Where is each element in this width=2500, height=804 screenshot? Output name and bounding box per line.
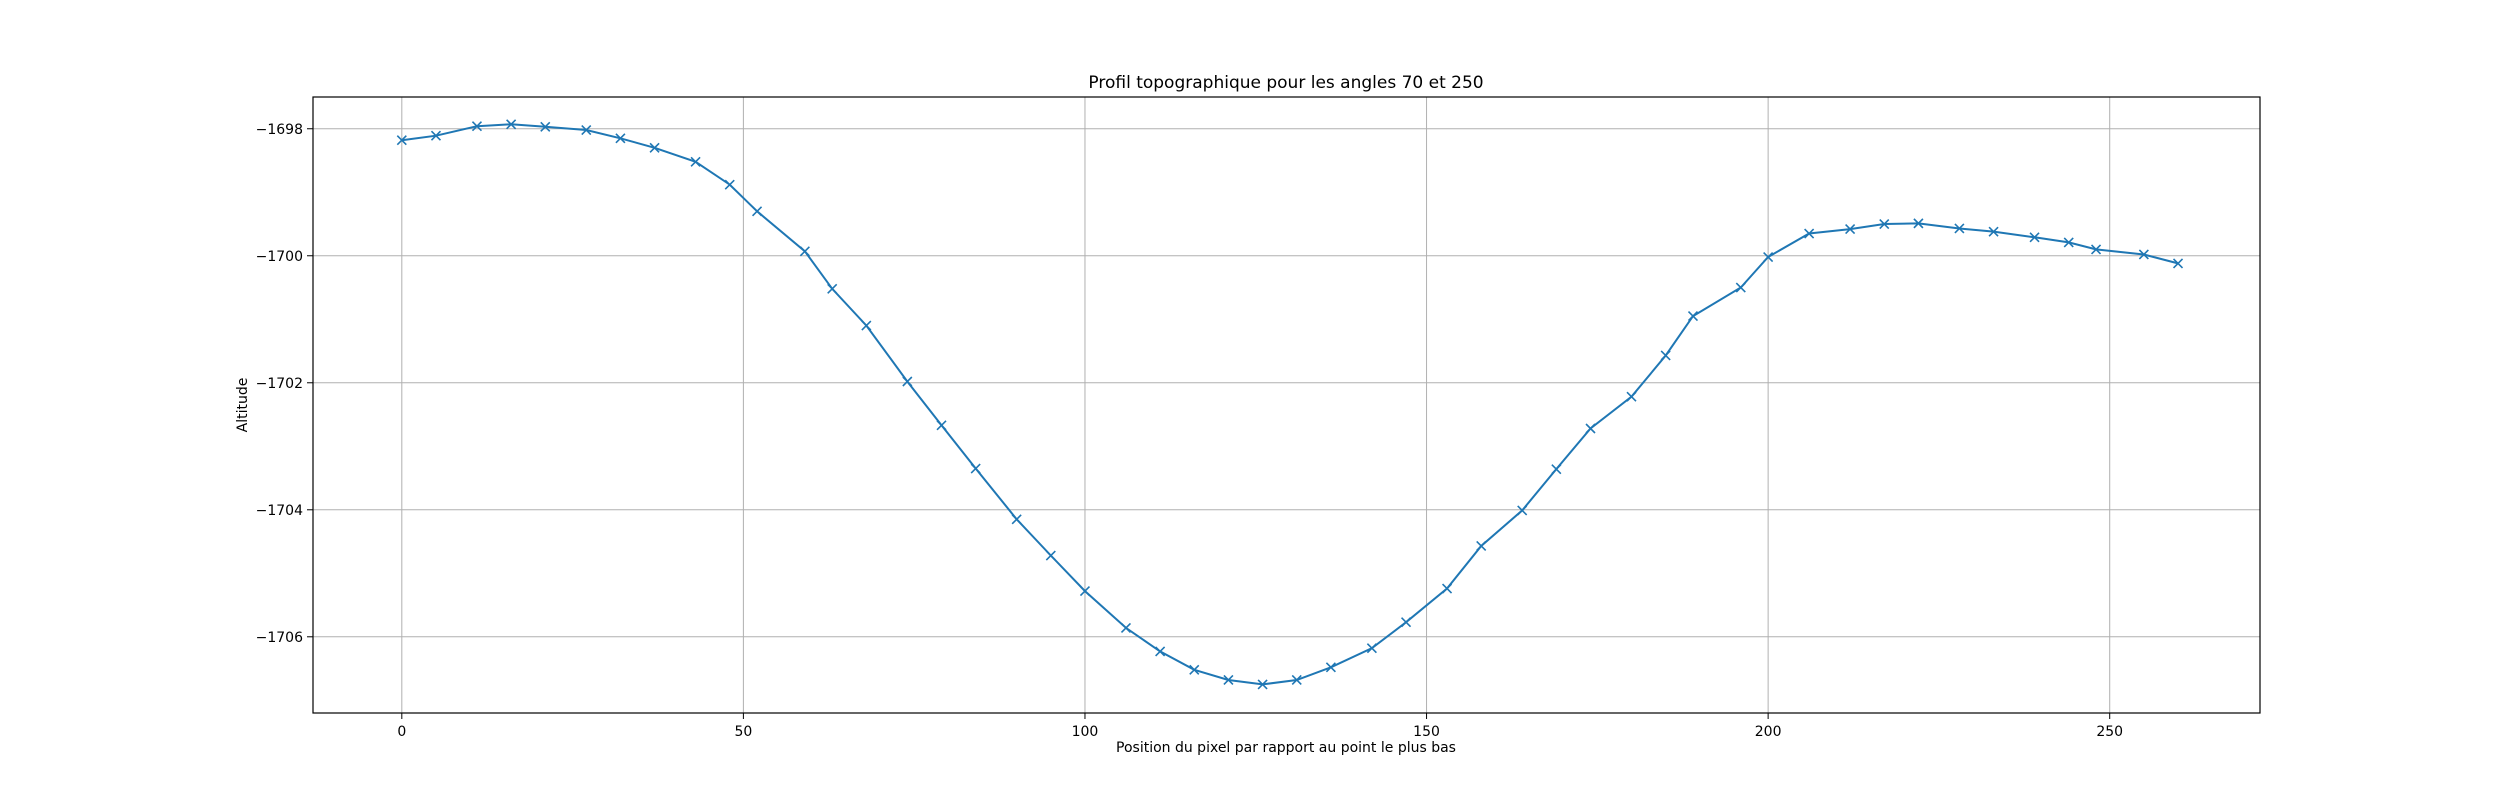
- x-tick-label: 250: [2096, 724, 2123, 740]
- data-point-marker: [430, 130, 442, 141]
- x-tick-label: 100: [1072, 724, 1099, 740]
- data-point-marker: [540, 121, 551, 132]
- data-point-marker: [1626, 391, 1637, 402]
- data-point-marker: [615, 133, 626, 144]
- data-point-marker: [724, 179, 735, 190]
- data-point-marker: [581, 124, 592, 136]
- data-point-marker: [1551, 464, 1562, 475]
- data-point-marker: [1913, 218, 1924, 229]
- data-point-marker: [396, 135, 407, 146]
- data-point-marker: [970, 463, 981, 474]
- data-point-marker: [1155, 646, 1166, 657]
- data-point-marker: [1845, 224, 1856, 235]
- data-point-marker: [2063, 237, 2074, 248]
- data-point-marker: [1660, 350, 1671, 361]
- data-point-marker: [649, 142, 660, 153]
- data-point-marker: [2090, 244, 2102, 255]
- grid-lines: [313, 97, 2260, 713]
- data-point-marker: [1257, 679, 1268, 690]
- data-point-marker: [1120, 622, 1132, 633]
- data-point-marker: [1045, 550, 1056, 561]
- x-tick-label: 50: [734, 724, 752, 740]
- y-tick-label: −1700: [256, 249, 303, 265]
- data-point-marker: [799, 246, 810, 257]
- y-tick-label: −1698: [256, 122, 303, 138]
- data-point-marker: [690, 156, 701, 167]
- data-point-marker: [1687, 311, 1699, 322]
- plot-frame: [312, 96, 2261, 714]
- data-point-marker: [506, 119, 517, 130]
- y-tick-label: −1704: [256, 503, 303, 519]
- y-tick-label: −1706: [256, 630, 303, 646]
- data-point-marker: [902, 376, 913, 387]
- data-point-marker: [1476, 540, 1487, 552]
- x-axis-ticks: 0 50 100 150 200 250: [397, 713, 2123, 740]
- data-point-marker: [1804, 228, 1815, 239]
- data-point-marker: [1441, 583, 1453, 594]
- data-point-marker: [1325, 662, 1336, 673]
- data-point-marker: [1954, 223, 1965, 234]
- data-point-marker: [1291, 674, 1302, 686]
- data-series: [396, 119, 2184, 690]
- data-point-marker: [1763, 251, 1774, 263]
- data-point-marker: [2029, 232, 2040, 243]
- data-point-marker: [1517, 505, 1528, 516]
- x-tick-label: 200: [1755, 724, 1782, 740]
- data-point-marker: [936, 420, 947, 431]
- y-tick-label: −1702: [256, 376, 303, 392]
- data-point-marker: [1735, 282, 1746, 293]
- x-axis-label: Position du pixel par rapport au point l…: [1116, 740, 1456, 756]
- data-point-marker: [1585, 423, 1596, 434]
- data-point-marker: [1223, 674, 1234, 686]
- data-point-marker: [1079, 586, 1091, 597]
- data-point-marker: [827, 283, 838, 294]
- data-point-marker: [751, 206, 763, 217]
- chart-title: Profil topographique pour les angles 70 …: [1088, 73, 1483, 93]
- data-point-marker: [861, 320, 872, 331]
- data-point-marker: [471, 121, 483, 132]
- data-point-marker: [1879, 218, 1890, 230]
- data-point-marker: [2138, 249, 2149, 260]
- data-point-marker: [1366, 643, 1377, 654]
- data-point-marker: [1011, 514, 1022, 525]
- data-point-marker: [1988, 226, 1999, 237]
- data-point-marker: [1189, 664, 1200, 675]
- x-tick-label: 0: [397, 724, 406, 740]
- y-axis-label: Altitude: [235, 378, 251, 433]
- y-axis-ticks: −1698 −1700 −1702 −1704 −1706: [256, 122, 313, 646]
- x-tick-label: 150: [1413, 724, 1440, 740]
- series-line: [401, 123, 2179, 686]
- data-point-marker: [1400, 617, 1412, 628]
- data-point-marker: [2172, 258, 2184, 269]
